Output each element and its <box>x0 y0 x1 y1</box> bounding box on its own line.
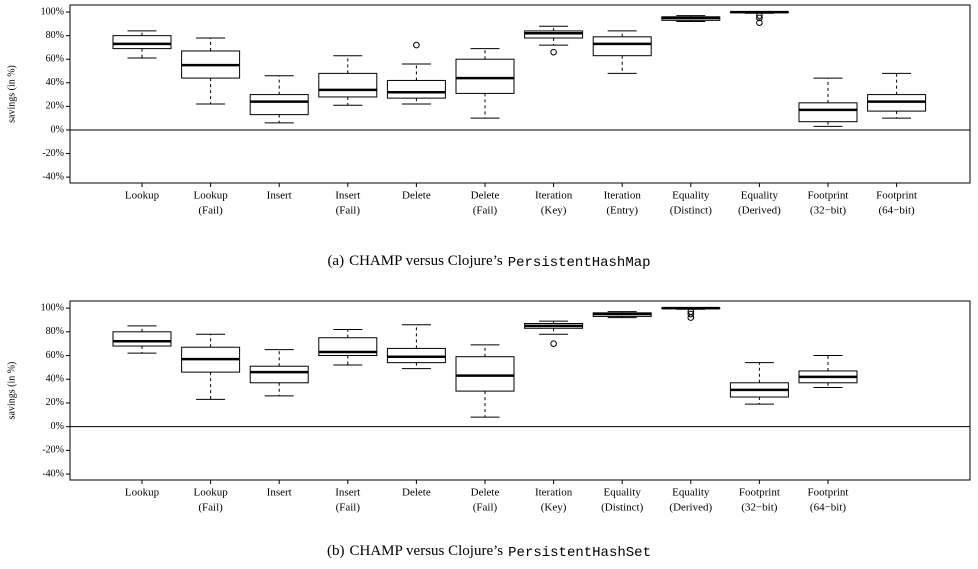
x-tick-label: (64−bit) <box>810 502 846 514</box>
x-tick-label: (Key) <box>541 502 567 514</box>
x-tick-label: Equality <box>672 190 710 202</box>
x-tick-label: Iteration <box>535 190 573 202</box>
caption-code: PersistentHashSet <box>508 545 651 561</box>
x-tick-label: Insert <box>335 190 360 202</box>
x-tick-label: (32−bit) <box>741 502 777 514</box>
x-tick-label: Lookup <box>193 190 228 202</box>
y-tick-label: -40% <box>42 171 64 182</box>
box <box>592 36 652 57</box>
x-tick-label: (Fail) <box>473 502 498 514</box>
x-tick-label: Delete <box>402 487 431 499</box>
x-tick-label: Delete <box>402 190 431 202</box>
y-axis-label: savings (in %) <box>6 362 17 420</box>
box <box>249 94 309 116</box>
y-tick-label: 60% <box>46 350 64 361</box>
box <box>249 365 309 384</box>
x-tick-label: Delete <box>471 190 500 202</box>
x-tick-label: (Distinct) <box>670 205 712 217</box>
plot-frame <box>69 300 971 481</box>
y-tick-label: 0% <box>51 421 64 432</box>
y-tick-label: 20% <box>46 397 64 408</box>
x-tick-label: Equality <box>741 190 779 202</box>
x-tick-label: Lookup <box>125 190 160 202</box>
y-axis-label: savings (in %) <box>6 65 17 123</box>
x-tick-label: (32−bit) <box>810 205 846 217</box>
x-tick-label: Delete <box>471 487 500 499</box>
y-tick-label: 60% <box>46 54 64 65</box>
x-tick-label: (Fail) <box>198 502 223 514</box>
outlier <box>687 310 695 318</box>
x-tick-label: (Distinct) <box>601 502 643 514</box>
x-tick-label: Equality <box>604 487 642 499</box>
caption-text: CHAMP versus Clojure’s <box>349 253 503 269</box>
x-tick-label: Equality <box>672 487 710 499</box>
caption-label: (b) <box>327 543 345 559</box>
x-tick-label: (Fail) <box>336 502 361 514</box>
box <box>386 79 446 99</box>
box <box>112 331 172 347</box>
box <box>112 35 172 50</box>
x-tick-label: (Fail) <box>336 205 361 217</box>
y-tick-label: 100% <box>41 6 64 17</box>
outlier <box>756 14 763 22</box>
caption-code: PersistentHashMap <box>508 255 651 271</box>
outlier <box>550 340 557 347</box>
x-tick-label: (Key) <box>541 205 567 217</box>
y-tick-label: -40% <box>42 468 64 479</box>
x-tick-label: Iteration <box>604 190 642 202</box>
x-tick-label: Insert <box>335 487 360 499</box>
box-plot: -40% -20% 0% 20% 40% 60% 80% 100% savings (in %)… <box>6 300 971 561</box>
y-tick-label: 80% <box>46 326 64 337</box>
caption-text: CHAMP versus Clojure’s <box>350 543 504 559</box>
box-plot: -40% -20% 0% 20% 40% 60% 80% 100% savings (in %)… <box>6 4 971 271</box>
x-tick-label: (Derived) <box>738 205 781 217</box>
y-tick-label: 100% <box>41 302 64 313</box>
y-tick-label: 20% <box>46 101 64 112</box>
x-tick-label: Insert <box>267 487 292 499</box>
x-tick-label: (Fail) <box>473 205 498 217</box>
caption: (a) CHAMP versus Clojure’s PersistentHashM… <box>327 253 650 270</box>
caption: (b) CHAMP versus Clojure’s PersistentHashS… <box>327 543 651 560</box>
x-tick-label: Footprint <box>739 487 780 499</box>
box <box>798 102 858 123</box>
y-tick-label: 40% <box>46 77 64 88</box>
y-tick-label: -20% <box>42 445 64 456</box>
x-tick-label: (Entry) <box>606 205 638 217</box>
y-tick-label: -20% <box>42 148 64 159</box>
x-tick-label: (Fail) <box>198 205 223 217</box>
x-tick-label: Lookup <box>193 487 228 499</box>
outlier <box>413 41 420 49</box>
x-tick-label: Lookup <box>125 487 160 499</box>
caption-label: (a) <box>327 253 344 269</box>
box <box>318 72 378 98</box>
x-tick-label: Footprint <box>808 487 849 499</box>
x-tick-label: Iteration <box>535 487 573 499</box>
y-tick-label: 40% <box>46 374 64 385</box>
box <box>455 356 515 392</box>
x-tick-label: (Derived) <box>669 502 712 514</box>
x-tick-label: Insert <box>267 190 292 202</box>
y-tick-label: 0% <box>51 124 64 135</box>
y-tick-label: 80% <box>46 30 64 41</box>
x-tick-label: Footprint <box>808 190 849 202</box>
outlier <box>550 48 557 56</box>
box <box>455 58 515 94</box>
outlier <box>756 19 763 26</box>
x-tick-label: Footprint <box>876 190 917 202</box>
outlier <box>687 314 695 321</box>
x-tick-label: (64−bit) <box>879 205 915 217</box>
outlier <box>756 12 763 19</box>
plot-frame <box>69 4 971 184</box>
